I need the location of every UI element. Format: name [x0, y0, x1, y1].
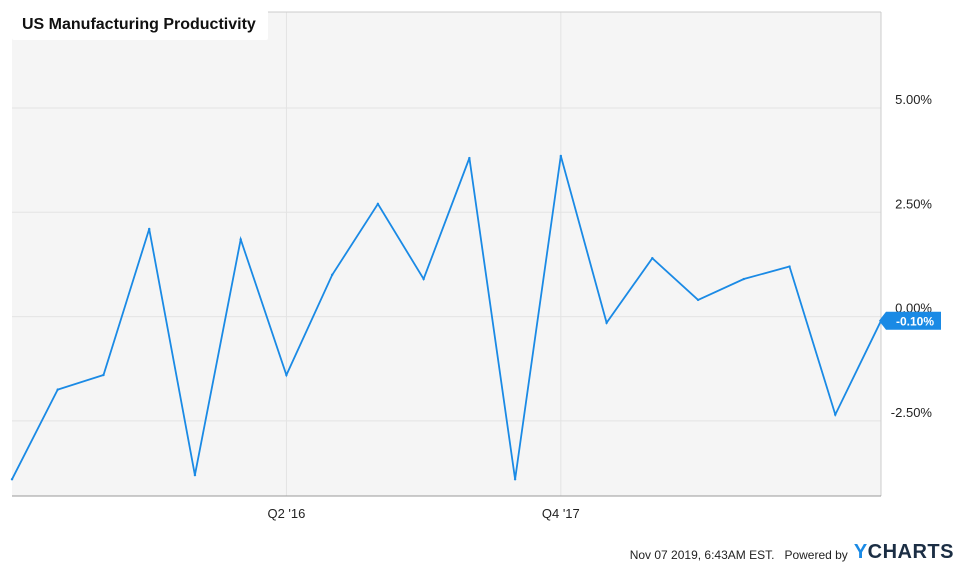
powered-by-text: Powered by: [784, 548, 848, 562]
data-point: [330, 273, 334, 277]
chart-title: US Manufacturing Productivity: [12, 10, 268, 40]
data-point: [696, 298, 700, 302]
last-value-badge: [879, 311, 941, 330]
timestamp: Nov 07 2019, 6:43AM EST.: [629, 548, 775, 562]
y-tick-label: 2.50%: [895, 196, 932, 211]
data-point: [742, 277, 745, 281]
x-tick-label: Q2 '16: [267, 506, 305, 521]
data-point: [10, 478, 14, 481]
data-point: [376, 202, 380, 206]
data-point: [422, 277, 425, 281]
data-point: [651, 256, 654, 260]
data-point: [148, 227, 151, 231]
data-point: [605, 321, 608, 325]
y-tick-label: 5.00%: [895, 92, 932, 107]
last-value-label: -0.10%: [896, 314, 934, 328]
data-point: [193, 473, 197, 477]
data-point: [285, 373, 288, 377]
plot-background: [12, 12, 881, 496]
data-point: [239, 238, 242, 241]
footer: Nov 07 2019, 6:43AM EST. Powered by YCHA…: [630, 538, 954, 562]
ycharts-logo-y: Y: [853, 541, 868, 563]
data-point: [102, 373, 105, 377]
data-point: [468, 156, 471, 160]
series-line: [11, 155, 882, 480]
data-point: [834, 413, 837, 416]
data-point: [788, 265, 791, 268]
data-point: [513, 478, 517, 481]
y-tick-label: -2.50%: [891, 405, 933, 420]
ycharts-logo[interactable]: YCHARTS: [854, 542, 954, 562]
data-point: [56, 388, 59, 391]
x-tick-label: Q4 '17: [542, 506, 580, 521]
ycharts-logo-rest: CHARTS: [867, 541, 954, 563]
data-point: [559, 154, 563, 158]
